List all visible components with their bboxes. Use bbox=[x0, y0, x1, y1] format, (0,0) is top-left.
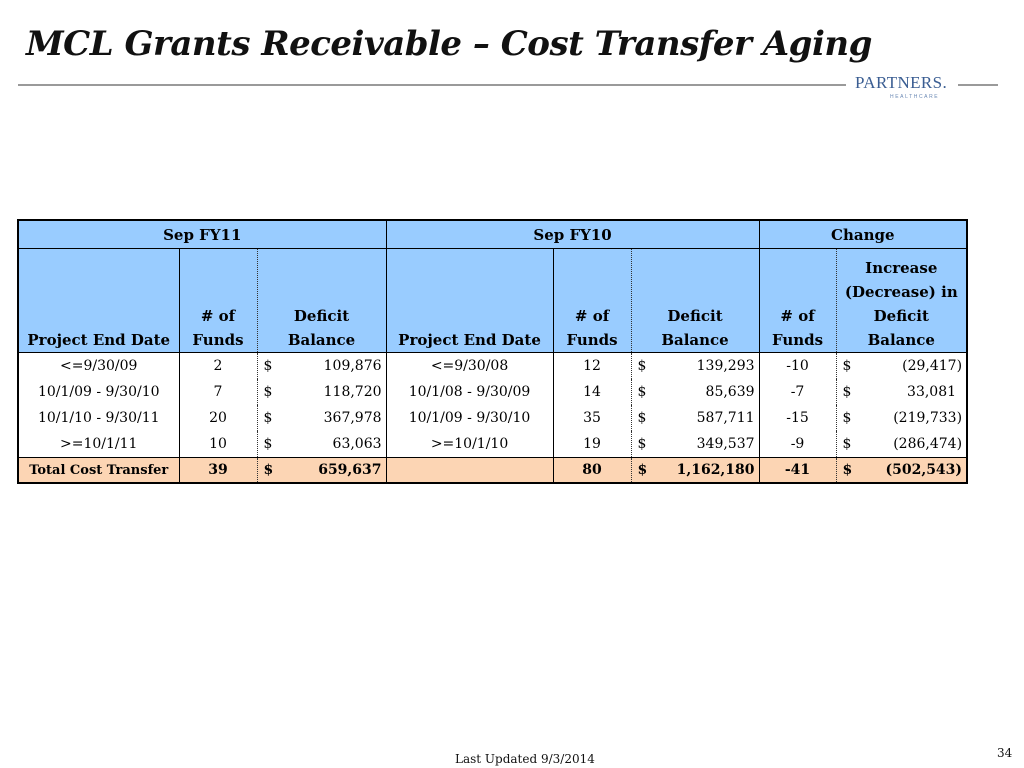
currency-symbol: $ bbox=[842, 410, 852, 426]
currency-symbol: $ bbox=[842, 384, 852, 400]
fy11-project-end-date: >=10/1/11 bbox=[18, 431, 180, 458]
change-deficit-balance-cell: $33,081 bbox=[836, 379, 968, 405]
total-fy11-deficit-balance-cell: $659,637 bbox=[257, 457, 387, 483]
fy11-num-funds: 20 bbox=[179, 405, 258, 431]
total-fy10-deficit-balance-cell: $1,162,180 bbox=[631, 457, 760, 483]
fy10-project-end-date: <=9/30/08 bbox=[386, 352, 554, 379]
change-num-funds: -9 bbox=[759, 431, 837, 458]
fy11-deficit-balance-cell: $109,876 bbox=[257, 352, 387, 379]
fy11-num-funds: 7 bbox=[179, 379, 258, 405]
total-fy10-deficit-balance: 1,162,180 bbox=[676, 462, 755, 478]
column-header-row: Project End Date # of Funds Deficit Bala… bbox=[18, 248, 968, 353]
change-deficit-balance: (286,474) bbox=[893, 436, 963, 452]
group-header-fy11: Sep FY11 bbox=[17, 219, 387, 249]
col-header-change-deficit-balance: Increase (Decrease) in Deficit Balance bbox=[836, 248, 968, 353]
fy10-deficit-balance-cell: $349,537 bbox=[631, 431, 760, 458]
fy10-deficit-balance: 349,537 bbox=[696, 436, 755, 452]
change-deficit-balance: (219,733) bbox=[893, 410, 963, 426]
fy10-deficit-balance-cell: $587,711 bbox=[631, 405, 760, 431]
fy10-project-end-date: 10/1/09 - 9/30/10 bbox=[386, 405, 554, 431]
cost-transfer-aging-table: Sep FY11 Sep FY10 Change Project End Dat… bbox=[17, 219, 969, 484]
group-header-row: Sep FY11 Sep FY10 Change bbox=[17, 219, 968, 249]
fy11-deficit-balance: 367,978 bbox=[323, 410, 382, 426]
fy11-deficit-balance-cell: $367,978 bbox=[257, 405, 387, 431]
total-label: Total Cost Transfer bbox=[18, 457, 180, 483]
currency-symbol: $ bbox=[263, 358, 273, 374]
total-fy10-num-funds: 80 bbox=[553, 457, 632, 483]
slide-title: MCL Grants Receivable – Cost Transfer Ag… bbox=[26, 24, 872, 64]
fy10-project-end-date: 10/1/08 - 9/30/09 bbox=[386, 379, 554, 405]
fy10-deficit-balance: 587,711 bbox=[696, 410, 755, 426]
total-row: Total Cost Transfer 39 $659,637 80 $1,16… bbox=[18, 457, 968, 483]
logo-wordmark: PARTNERS. bbox=[855, 73, 948, 92]
fy10-deficit-balance: 139,293 bbox=[696, 358, 755, 374]
total-change-deficit-balance-cell: $ (502,543) bbox=[836, 457, 968, 483]
col-header-fy10-num-funds: # of Funds bbox=[553, 248, 632, 353]
title-divider-right bbox=[958, 84, 998, 86]
fy10-num-funds: 14 bbox=[553, 379, 632, 405]
fy10-num-funds: 35 bbox=[553, 405, 632, 431]
currency-symbol: $ bbox=[842, 462, 853, 478]
table-row: <=9/30/09 2 $109,876 <=9/30/08 12 $139,2… bbox=[18, 352, 968, 379]
fy11-project-end-date: 10/1/10 - 9/30/11 bbox=[18, 405, 180, 431]
col-header-fy10-project-end-date: Project End Date bbox=[386, 248, 554, 353]
total-change-deficit-balance: (502,543) bbox=[885, 462, 963, 478]
logo-subtext: HEALTHCARE bbox=[890, 94, 940, 100]
currency-symbol: $ bbox=[263, 462, 274, 478]
col-header-fy11-project-end-date: Project End Date bbox=[18, 248, 180, 353]
total-fy10-date-empty bbox=[386, 457, 554, 483]
fy10-deficit-balance: 85,639 bbox=[705, 384, 755, 400]
change-deficit-balance: (29,417) bbox=[902, 358, 963, 374]
page-number: 34 bbox=[997, 746, 1013, 760]
currency-symbol: $ bbox=[263, 436, 273, 452]
table-row: 10/1/10 - 9/30/11 20 $367,978 10/1/09 - … bbox=[18, 405, 968, 431]
total-fy11-num-funds: 39 bbox=[179, 457, 258, 483]
fy10-project-end-date: >=10/1/10 bbox=[386, 431, 554, 458]
currency-symbol: $ bbox=[842, 436, 852, 452]
col-header-fy10-deficit-balance: Deficit Balance bbox=[631, 248, 760, 353]
total-fy11-deficit-balance: 659,637 bbox=[318, 462, 382, 478]
currency-symbol: $ bbox=[637, 410, 647, 426]
fy11-deficit-balance: 109,876 bbox=[323, 358, 382, 374]
currency-symbol: $ bbox=[263, 410, 273, 426]
fy10-deficit-balance-cell: $139,293 bbox=[631, 352, 760, 379]
change-num-funds: -15 bbox=[759, 405, 837, 431]
change-deficit-balance-cell: $ (29,417) bbox=[836, 352, 968, 379]
currency-symbol: $ bbox=[263, 384, 273, 400]
last-updated-footer: Last Updated 9/3/2014 bbox=[455, 752, 595, 766]
fy11-project-end-date: <=9/30/09 bbox=[18, 352, 180, 379]
fy11-deficit-balance: 63,063 bbox=[332, 436, 382, 452]
change-num-funds: -10 bbox=[759, 352, 837, 379]
total-change-num-funds: -41 bbox=[759, 457, 837, 483]
fy10-deficit-balance-cell: $85,639 bbox=[631, 379, 760, 405]
fy11-deficit-balance-cell: $118,720 bbox=[257, 379, 387, 405]
change-deficit-balance: 33,081 bbox=[907, 384, 957, 400]
fy10-num-funds: 19 bbox=[553, 431, 632, 458]
fy11-num-funds: 10 bbox=[179, 431, 258, 458]
currency-symbol: $ bbox=[637, 358, 647, 374]
col-header-fy11-deficit-balance: Deficit Balance bbox=[257, 248, 387, 353]
change-deficit-balance-cell: $ (219,733) bbox=[836, 405, 968, 431]
col-header-fy11-num-funds: # of Funds bbox=[179, 248, 258, 353]
change-num-funds: -7 bbox=[759, 379, 837, 405]
currency-symbol: $ bbox=[637, 462, 648, 478]
currency-symbol: $ bbox=[637, 384, 647, 400]
group-header-change: Change bbox=[758, 219, 968, 249]
group-header-fy10: Sep FY10 bbox=[385, 219, 760, 249]
title-divider-left bbox=[18, 84, 846, 86]
currency-symbol: $ bbox=[842, 358, 852, 374]
fy11-project-end-date: 10/1/09 - 9/30/10 bbox=[18, 379, 180, 405]
table-row: >=10/1/11 10 $63,063 >=10/1/10 19 $349,5… bbox=[18, 431, 968, 458]
change-deficit-balance-cell: $ (286,474) bbox=[836, 431, 968, 458]
fy10-num-funds: 12 bbox=[553, 352, 632, 379]
fy11-num-funds: 2 bbox=[179, 352, 258, 379]
fy11-deficit-balance-cell: $63,063 bbox=[257, 431, 387, 458]
fy11-deficit-balance: 118,720 bbox=[323, 384, 382, 400]
partners-healthcare-logo: PARTNERS. HEALTHCARE bbox=[852, 73, 956, 103]
col-header-change-num-funds: # of Funds bbox=[759, 248, 837, 353]
currency-symbol: $ bbox=[637, 436, 647, 452]
table-row: 10/1/09 - 9/30/10 7 $118,720 10/1/08 - 9… bbox=[18, 379, 968, 405]
